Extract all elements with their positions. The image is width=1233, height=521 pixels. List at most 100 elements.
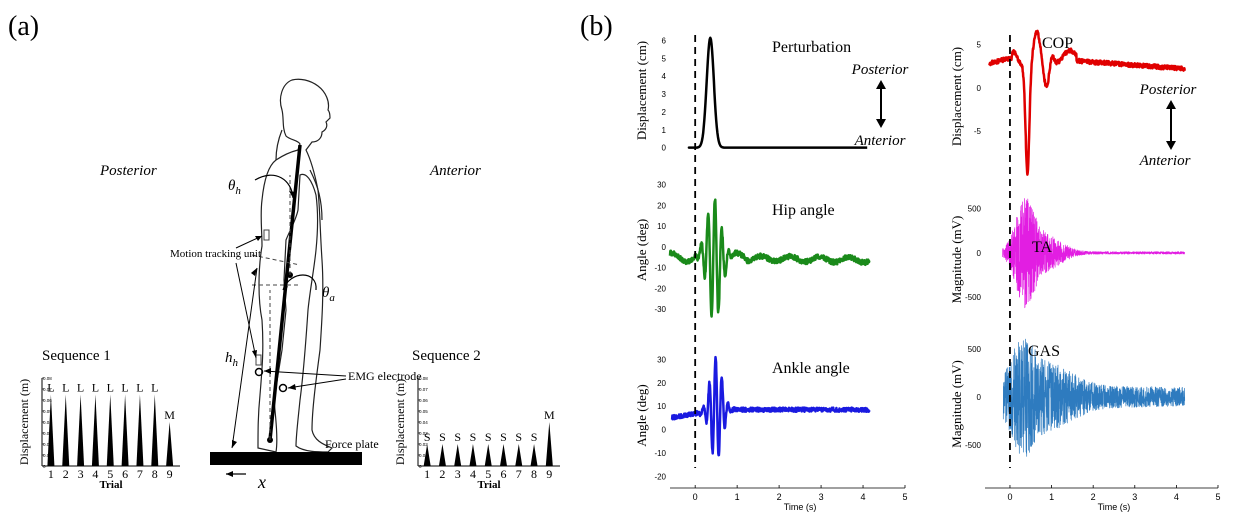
cop-series-line: [988, 29, 1186, 176]
force-plate-label: Force plate: [325, 437, 379, 451]
perturbation-posterior-label: Posterior: [851, 62, 909, 78]
ankle-ytick: -10: [654, 449, 666, 458]
seq2-point-label: S: [515, 430, 522, 444]
ta-chart: -500 0 500 Magnitude (mV) TA: [949, 198, 1186, 309]
seq2-point-label: S: [439, 430, 446, 444]
hip-ytick: -20: [654, 284, 666, 293]
gas-chart: -500 0 500 Magnitude (mV) GAS 0 1 2 3 4 5 Time (s): [949, 338, 1221, 512]
ta-title: TA: [1032, 239, 1052, 256]
seq2-point-label: S: [470, 430, 477, 444]
seq1-point-label: M: [164, 408, 175, 422]
seq1-xtick: 7: [137, 467, 143, 481]
ta-ytick: 500: [968, 205, 982, 214]
cop-arrow-down: [1166, 141, 1176, 150]
theta-a-label: θa: [322, 285, 335, 304]
seq2-point-label: S: [485, 430, 492, 444]
seq1-xtick: 1: [48, 467, 54, 481]
anterior-label: Anterior: [429, 163, 481, 179]
seq1-title: Sequence 1: [42, 348, 111, 364]
seq2-xtick: 9: [546, 467, 552, 481]
seq2-xtick: 1: [424, 467, 430, 481]
seq2-bar: [454, 444, 462, 466]
seq1-point-label: L: [107, 381, 114, 395]
seq2-ytick: 0.08: [419, 376, 428, 381]
emg-electrode-back: [278, 383, 288, 393]
seq2-xtick: 3: [455, 467, 461, 481]
cop-ytick: 5: [977, 40, 982, 49]
ankle-chart: -20 -10 0 10 20 30 Angle (deg) Ankle angle 0 1 2 3 4…: [634, 355, 908, 512]
seq1-xtick: 3: [78, 467, 84, 481]
ankle-xtick: 4: [861, 492, 866, 502]
seq2-bar: [500, 444, 508, 466]
gas-xtick: 4: [1174, 492, 1179, 502]
seq1-xlabel: Trial: [99, 479, 122, 491]
gas-xtick: 0: [1007, 492, 1012, 502]
seq1-point-label: L: [62, 381, 69, 395]
seq2-ytick: 0.04: [419, 420, 428, 425]
ankle-xtick: 1: [735, 492, 740, 502]
perturbation-ytick: 2: [662, 108, 667, 117]
ankle-ytick: 0: [662, 426, 667, 435]
seq1-ytick: 0.04: [43, 420, 52, 425]
gas-xlabel: Time (s): [1098, 502, 1131, 512]
ankle-ylabel: Angle (deg): [634, 384, 649, 446]
seq1-ylabel: Displacement (m): [17, 379, 31, 465]
seq1-point-label: L: [77, 381, 84, 395]
seq1-bar: [166, 422, 174, 466]
ta-ytick: -500: [965, 293, 982, 302]
seq1-bar: [91, 394, 99, 466]
seq1-ytick: 0.07: [43, 387, 52, 392]
seq1-bar: [121, 394, 129, 466]
seq1-ytick: 0.02: [43, 442, 52, 447]
cop-ytick: -5: [974, 127, 982, 136]
seq2-ytick: 0.01: [419, 453, 428, 458]
seq2-xtick: 7: [516, 467, 522, 481]
seq2-ytick: 0.02: [419, 442, 428, 447]
hip-ytick: 20: [657, 201, 666, 210]
seq2-xtick: 2: [439, 467, 445, 481]
hip-ytick: 30: [657, 181, 666, 190]
seq1-point-label: L: [121, 381, 128, 395]
seq1-ytick: 0.05: [43, 409, 52, 414]
seq1-bar: [77, 394, 85, 466]
perturbation-ytick: 4: [662, 72, 667, 81]
seq1-point-label: L: [47, 381, 54, 395]
seq1-bar: [136, 394, 144, 466]
ankle-title: Ankle angle: [772, 360, 850, 377]
seq2-title: Sequence 2: [412, 348, 481, 364]
ankle-series-line: [670, 355, 871, 457]
seq2-ytick: 0: [419, 464, 422, 469]
seq1-ytick: 0.08: [43, 376, 52, 381]
seq1-xtick: 9: [167, 467, 173, 481]
emg-electrode-front: [254, 367, 264, 377]
hip-chart: -30 -20 -10 0 10 20 30 Angle (deg) Hip angle: [634, 181, 871, 318]
seq2-bar: [545, 422, 553, 466]
seq2-point-label: S: [531, 430, 538, 444]
hip-ytick: -10: [654, 264, 666, 273]
hip-ytick: -30: [654, 305, 666, 314]
emg-label: EMG electrode: [348, 369, 422, 383]
perturbation-ytick: 3: [662, 90, 667, 99]
ta-series-line: [1002, 198, 1186, 309]
posterior-label: Posterior: [99, 163, 157, 179]
seq2-ytick: 0.03: [419, 431, 428, 436]
seq1-point-label: L: [136, 381, 143, 395]
gas-xtick: 5: [1215, 492, 1220, 502]
seq1-chart: Sequence 1 0 0.01 0.02 0.03 0.04 0.05 0.06 0.07 0…: [17, 348, 180, 491]
seq2-bar: [438, 444, 446, 466]
seq1-bar: [106, 394, 114, 466]
experimental-setup-diagram: Posterior Anterior θh θa Motion tracking…: [99, 78, 481, 492]
perturbation-ytick: 6: [662, 37, 667, 46]
seq2-bar: [515, 444, 523, 466]
ankle-xtick: 2: [777, 492, 782, 502]
gas-ylabel: Magnitude (mV): [949, 360, 964, 448]
perturbation-ytick: 5: [662, 54, 667, 63]
seq2-xlabel: Trial: [477, 479, 500, 491]
hip-series-line: [668, 198, 871, 318]
seq1-ytick: 0.06: [43, 398, 52, 403]
seq1-ytick: 0: [43, 464, 46, 469]
perturbation-arrow-up: [876, 80, 886, 89]
body-axis-line: [268, 144, 302, 441]
ankle-xlabel: Time (s): [784, 502, 817, 512]
seq2-ylabel: Displacement (m): [393, 379, 407, 465]
